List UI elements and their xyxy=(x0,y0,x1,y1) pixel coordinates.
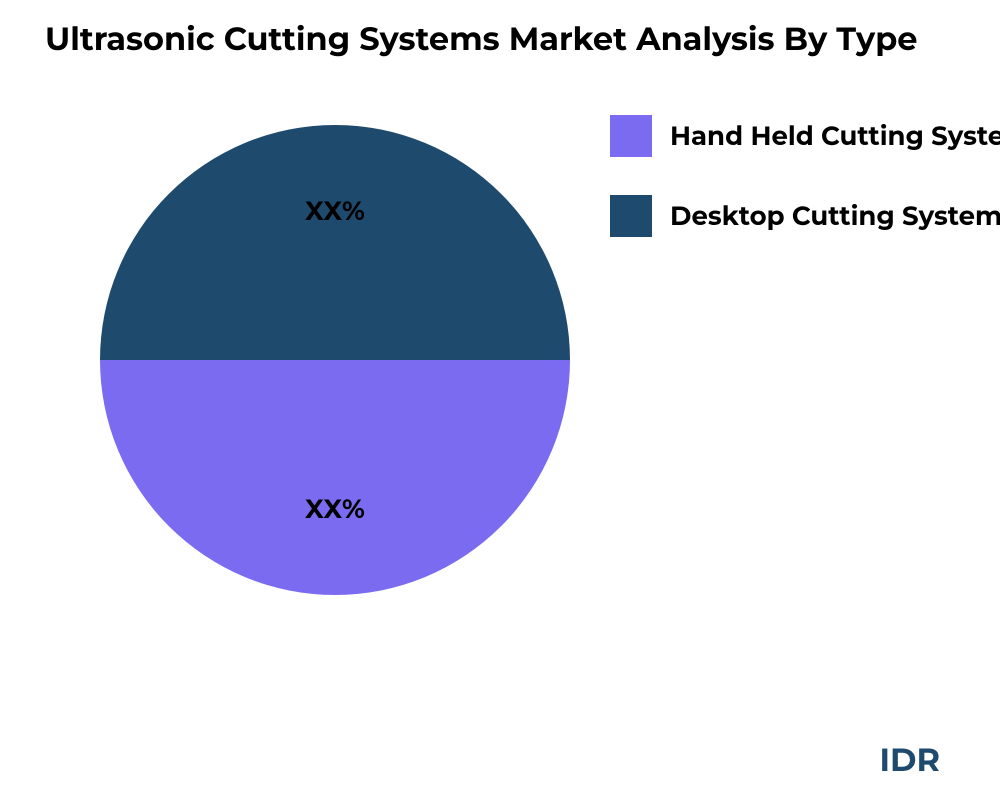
brand-label: IDR xyxy=(880,741,940,780)
legend-item: Hand Held Cutting Systems xyxy=(610,115,1000,157)
legend-swatch xyxy=(610,115,652,157)
chart-title: Ultrasonic Cutting Systems Market Analys… xyxy=(45,20,917,59)
legend-label: Desktop Cutting Systems xyxy=(670,200,1000,232)
slice-label-top: XX% xyxy=(305,195,365,227)
legend-label: Hand Held Cutting Systems xyxy=(670,120,1000,152)
legend-swatch xyxy=(610,195,652,237)
pie-chart: XX% XX% xyxy=(100,125,570,595)
slice-label-bottom: XX% xyxy=(305,493,365,525)
chart-legend: Hand Held Cutting Systems Desktop Cuttin… xyxy=(610,115,1000,275)
legend-item: Desktop Cutting Systems xyxy=(610,195,1000,237)
